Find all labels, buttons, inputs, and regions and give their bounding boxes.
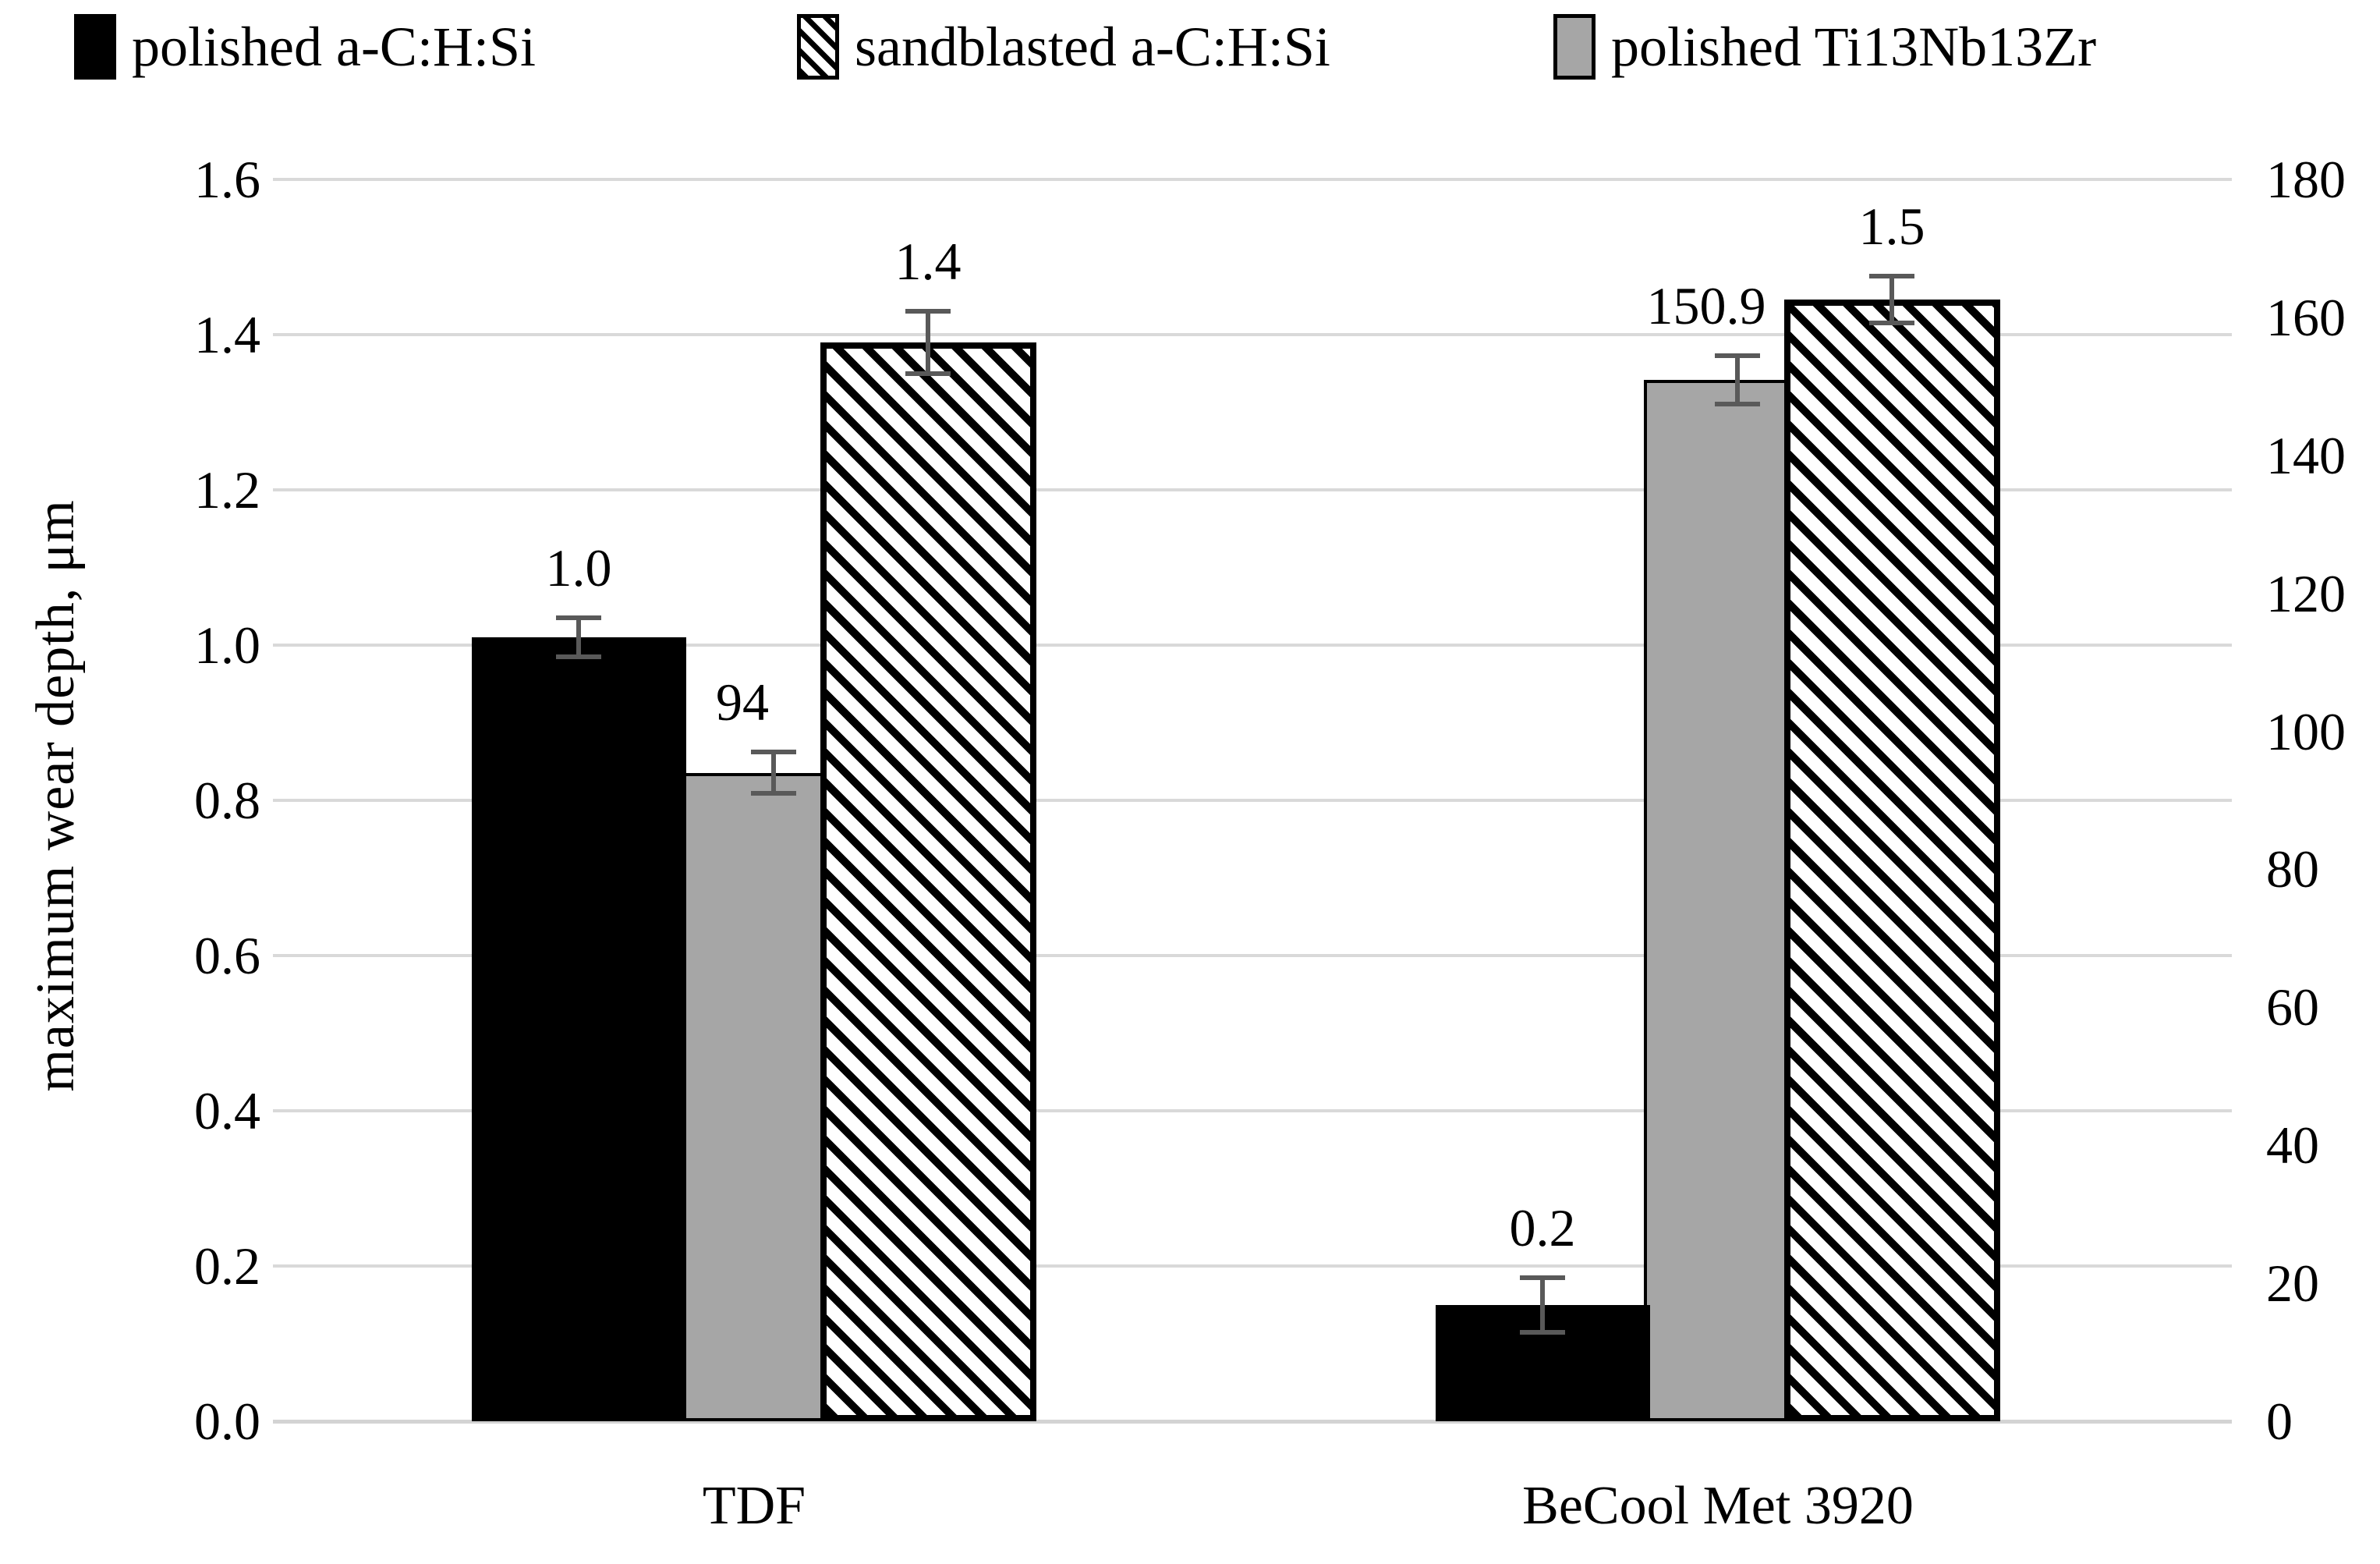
left-axis-tick-label: 0.8: [194, 771, 260, 830]
bar-sandblasted-a-c-h-si-2: [1784, 300, 2000, 1421]
error-bar-bottom-cap: [751, 791, 796, 796]
gridline: [273, 1109, 2232, 1112]
error-bar: [576, 618, 581, 657]
left-axis-tick-label: 1.2: [194, 460, 260, 520]
left-axis-tick-label: 1.0: [194, 615, 260, 675]
error-bar-top-cap: [905, 309, 951, 314]
right-axis-tick-label: 120: [2266, 563, 2346, 623]
error-bar-top-cap: [751, 750, 796, 755]
bar-sandblasted-a-c-h-si-1: [820, 342, 1036, 1421]
error-bar-top-cap: [1520, 1275, 1565, 1280]
x-axis-line: [273, 1420, 2232, 1424]
gridline: [273, 1264, 2232, 1268]
gridline: [273, 333, 2232, 336]
data-label: 0.2: [1509, 1197, 1576, 1257]
right-axis-tick-label: 140: [2266, 425, 2346, 485]
legend-label: polished a-C:H:Si: [132, 16, 536, 78]
right-axis-tick-label: 0: [2266, 1392, 2293, 1451]
bar-polished-a-c-h-si-1: [472, 637, 686, 1421]
left-axis-tick-label: 0.0: [194, 1392, 260, 1451]
left-axis-tick-label: 1.6: [194, 150, 260, 209]
legend-item-sandblasted-achsi: sandblasted a-C:H:Si: [797, 9, 1330, 84]
gridline: [273, 488, 2232, 491]
category-label: TDF: [702, 1476, 806, 1536]
error-bar-top-cap: [556, 615, 601, 621]
error-bar: [1889, 276, 1894, 324]
legend-item-polished-ti13nb13zr: polished Ti13Nb13Zr: [1553, 9, 2096, 84]
legend-swatch-gray-icon: [1553, 14, 1596, 80]
error-bar-top-cap: [1715, 353, 1760, 359]
legend-label: sandblasted a-C:H:Si: [855, 16, 1330, 78]
right-axis-tick-label: 80: [2266, 839, 2319, 899]
category-label: BeCool Met 3920: [1522, 1476, 1914, 1536]
error-bar-bottom-cap: [1869, 321, 1914, 326]
error-bar-bottom-cap: [1520, 1329, 1565, 1335]
error-bar: [771, 752, 776, 794]
right-axis-tick-label: 40: [2266, 1115, 2319, 1176]
left-axis-tick-label: 0.4: [194, 1081, 260, 1140]
left-axis-tick-label: 0.2: [194, 1236, 260, 1296]
right-axis-tick-label: 60: [2266, 977, 2319, 1037]
legend-item-polished-achsi: polished a-C:H:Si: [74, 9, 536, 84]
error-bar-bottom-cap: [556, 654, 601, 659]
right-axis-tick-label: 180: [2266, 150, 2346, 209]
left-axis-title: maximum wear depth, μm: [26, 499, 86, 1092]
gridline: [273, 178, 2232, 181]
legend-label: polished Ti13Nb13Zr: [1611, 16, 2097, 78]
gridline: [273, 644, 2232, 647]
error-bar-bottom-cap: [1715, 402, 1760, 407]
error-bar: [1540, 1277, 1545, 1332]
data-label: 1.0: [545, 538, 612, 598]
data-label: 94: [716, 672, 769, 732]
gridline: [273, 954, 2232, 957]
legend-swatch-hatched-icon: [797, 14, 839, 80]
left-axis-tick-label: 0.6: [194, 926, 260, 985]
right-axis-tick-label: 160: [2266, 287, 2346, 347]
legend-swatch-black-icon: [74, 14, 116, 80]
error-bar: [926, 311, 930, 374]
data-label: 1.4: [894, 232, 962, 292]
data-label: 1.5: [1858, 197, 1925, 257]
left-axis-tick-label: 1.4: [194, 305, 260, 364]
gridline: [273, 799, 2232, 802]
right-axis-tick-label: 20: [2266, 1254, 2319, 1314]
error-bar-top-cap: [1869, 274, 1914, 279]
right-axis-tick-label: 100: [2266, 701, 2346, 761]
data-label: 150.9: [1646, 276, 1766, 336]
error-bar: [1735, 356, 1740, 405]
error-bar-bottom-cap: [905, 371, 951, 376]
